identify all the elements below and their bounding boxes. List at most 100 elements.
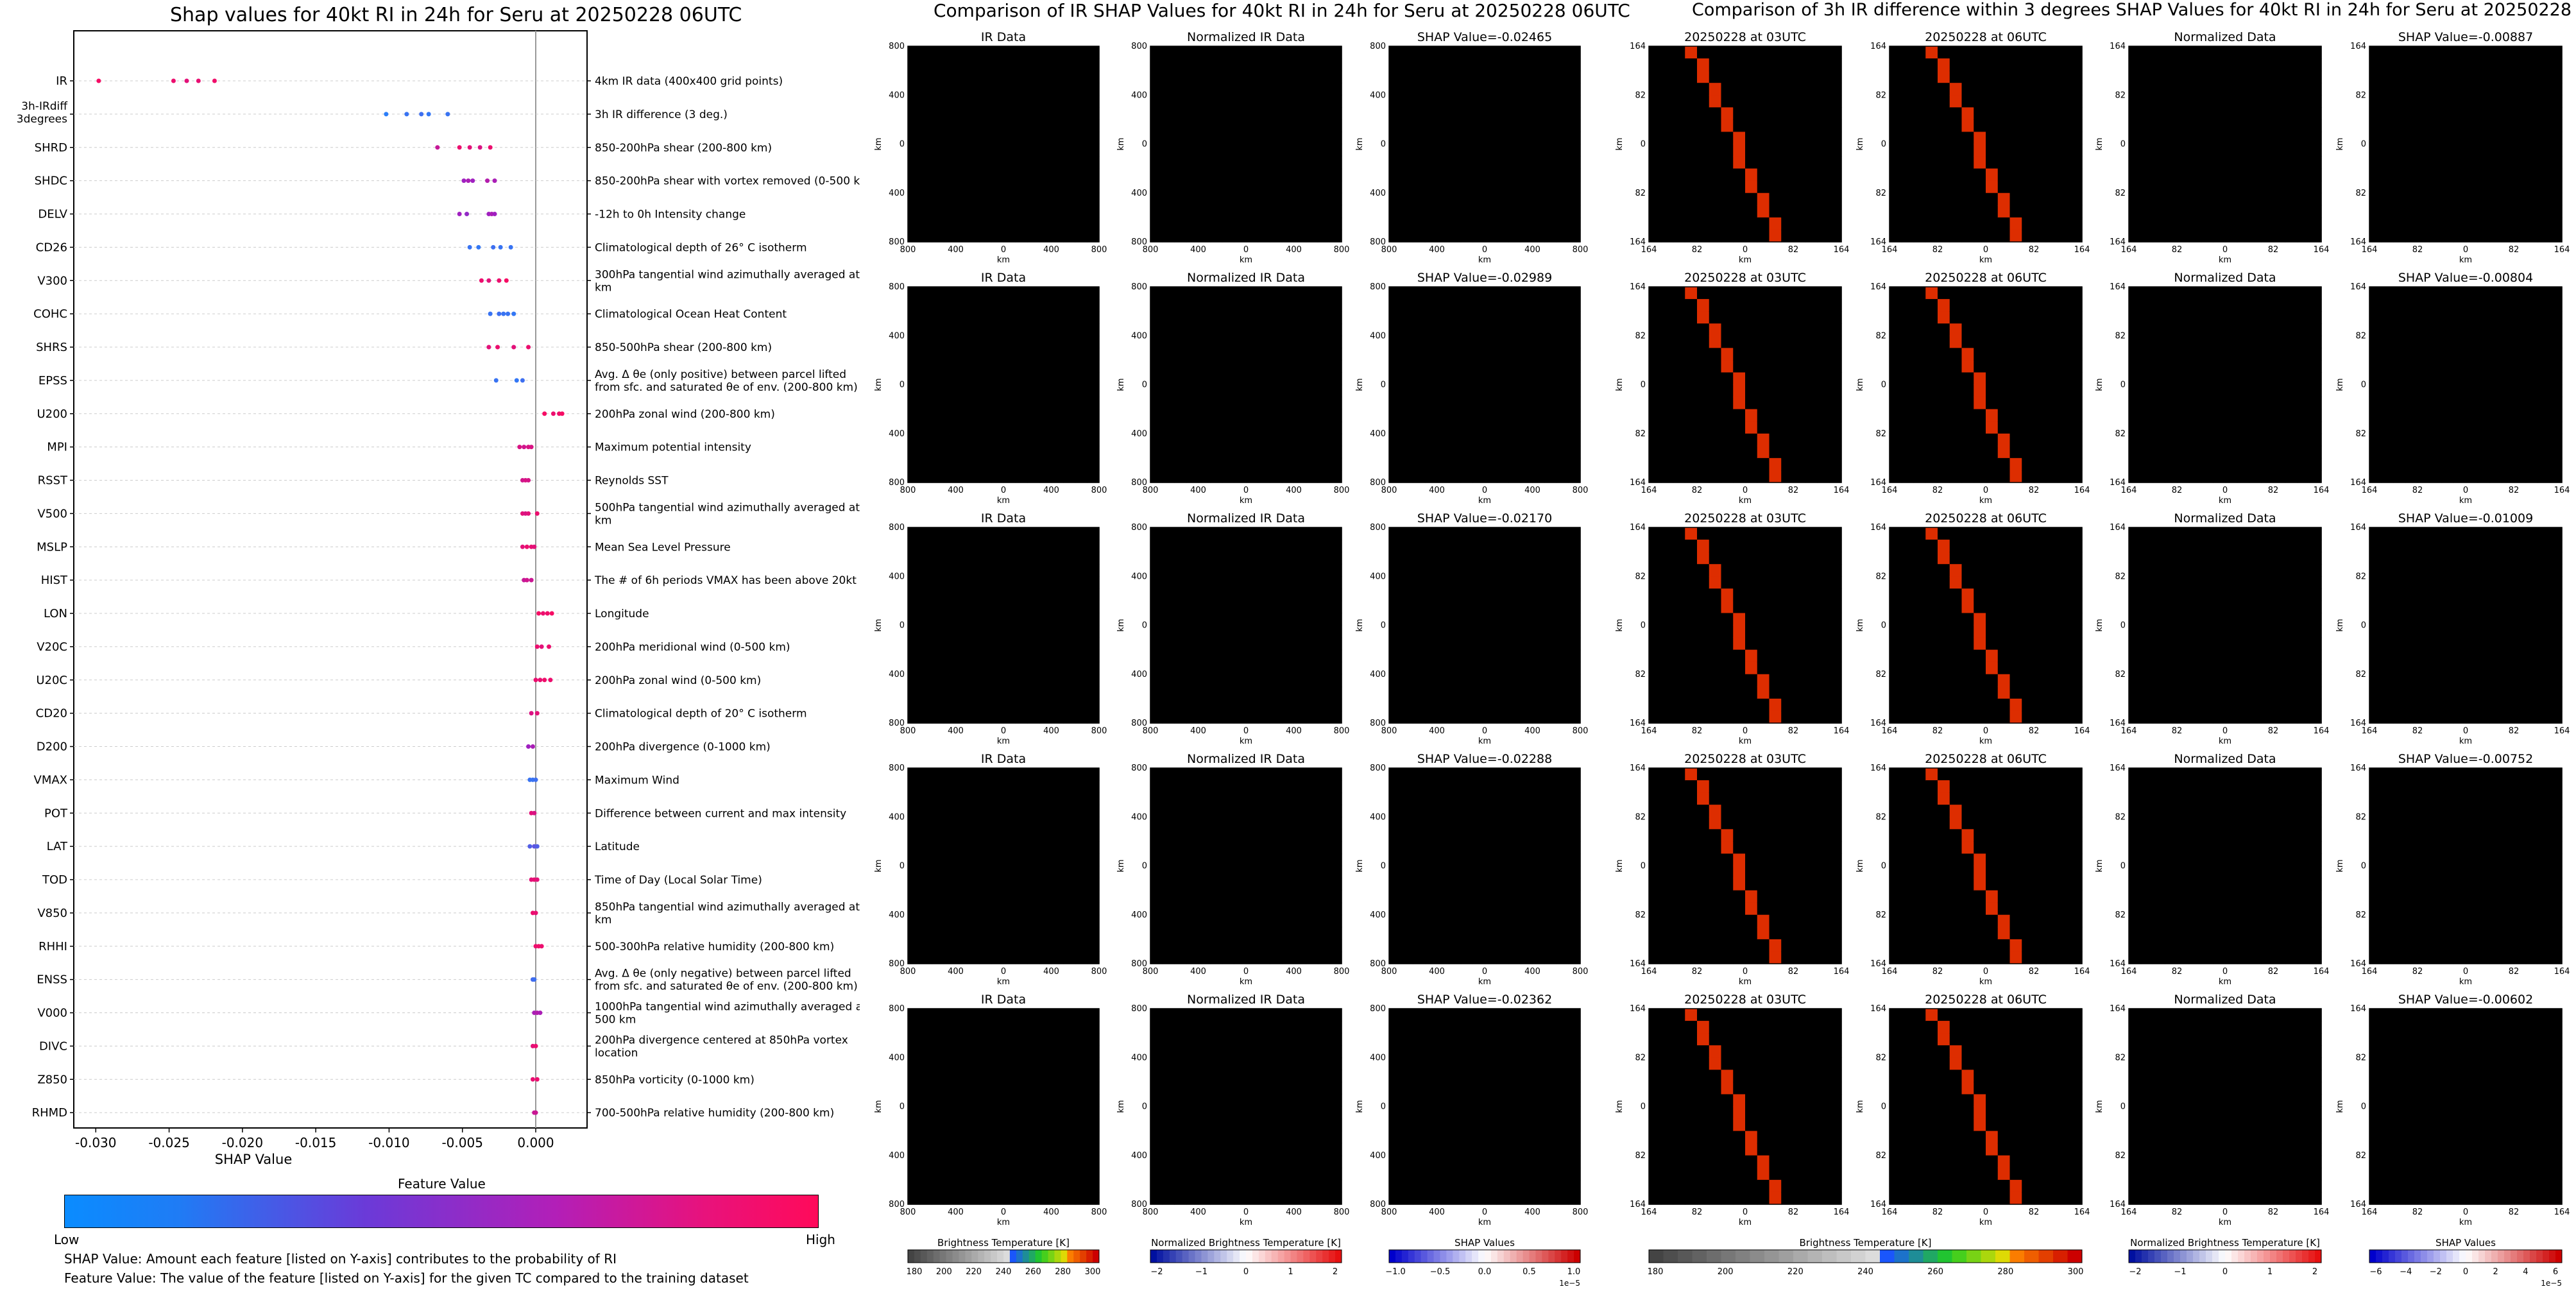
heatmap-cell [1198, 1057, 1211, 1070]
heatmap-cell [1234, 95, 1247, 108]
heatmap-cell [1485, 1070, 1497, 1082]
heatmap-cell [1246, 287, 1259, 300]
heatmap-cell [1281, 1191, 1295, 1205]
heatmap-cell [1568, 323, 1581, 336]
heatmap-cell [1051, 287, 1064, 300]
heatmap-cell [1649, 156, 1662, 169]
heatmap-cell [1769, 205, 1782, 218]
heatmap-cell [1413, 299, 1426, 312]
heatmap-cell [1186, 527, 1199, 540]
heatmap-cell [1721, 132, 1734, 145]
colorbar-frame [1150, 1249, 1342, 1263]
heatmap-cell [1293, 180, 1306, 194]
heatmap-cell [1210, 890, 1223, 903]
heatmap-cell [1063, 433, 1076, 447]
heatmap-cell [1198, 817, 1211, 830]
x-axis-label: km [1478, 496, 1491, 506]
heatmap-cell [1258, 890, 1270, 903]
heatmap-cell [1496, 323, 1509, 336]
heatmap-cell [1568, 433, 1581, 447]
heatmap-cell [1063, 564, 1076, 577]
heatmap-cell [1568, 421, 1581, 434]
heatmap-cell [1258, 625, 1270, 638]
heatmap-cell [1401, 686, 1413, 699]
y-axis-label: km [874, 1100, 883, 1113]
heatmap-cell [1270, 421, 1283, 434]
heatmap-cell [908, 686, 921, 699]
heatmap-cell [919, 83, 932, 96]
heatmap-cell [1015, 817, 1028, 830]
heatmap-cell [1472, 372, 1485, 386]
heatmap-cell [1496, 1155, 1509, 1168]
heatmap-cell [1186, 95, 1199, 108]
heatmap-cell [1496, 829, 1509, 842]
heatmap-cell [1424, 192, 1438, 206]
heatmap-cell [1027, 601, 1040, 614]
heatmap-cell [1186, 637, 1199, 651]
heatmap-cell [1051, 83, 1064, 96]
heatmap-cell [1757, 132, 1770, 145]
heatmap-cell [1805, 229, 1818, 243]
heatmap-cell [1015, 540, 1028, 552]
heatmap-cell [1281, 433, 1295, 447]
heatmap-cell [1210, 1021, 1223, 1034]
heatmap-cell [1162, 168, 1175, 182]
heatmap-cell [1162, 768, 1175, 781]
heatmap-cell [1063, 445, 1076, 459]
plot-frame [73, 30, 588, 1129]
heatmap-cell [1913, 58, 1926, 71]
heatmap-cell [1460, 1082, 1473, 1095]
heatmap-cell [1460, 1045, 1473, 1058]
heatmap-cell [1460, 119, 1473, 133]
heatmap-cell [1974, 46, 1986, 59]
heatmap-cell [1401, 805, 1413, 817]
heatmap-cell [1472, 540, 1485, 552]
heatmap-cell [1472, 180, 1485, 194]
heatmap-cell [1485, 914, 1497, 928]
heatmap-cell [955, 1167, 968, 1181]
heatmap-cell [1162, 1033, 1175, 1046]
heatmap-cell [1186, 780, 1199, 793]
heatmap-cell [1087, 299, 1100, 312]
heatmap-cell [1449, 421, 1462, 434]
heatmap-cell [1685, 58, 1698, 71]
heatmap-cell [979, 348, 992, 361]
heatmap-cell [1472, 914, 1485, 928]
heatmap-cell [1198, 421, 1211, 434]
heatmap-cell [1317, 926, 1330, 940]
heatmap-cell [1769, 83, 1782, 96]
heatmap-cell [1317, 336, 1330, 348]
heatmap-cell [1496, 348, 1509, 361]
heatmap-cell [2022, 119, 2034, 133]
heatmap-cell [1087, 613, 1100, 626]
heatmap-cell [1039, 1167, 1052, 1181]
heatmap-cell [1424, 817, 1438, 830]
heatmap-cell [1150, 119, 1163, 133]
heatmap-cell [932, 792, 944, 805]
heatmap-cell [1460, 698, 1473, 712]
heatmap-cell [1246, 552, 1259, 565]
heatmap-cell [1997, 144, 2011, 157]
heatmap-cell [1174, 180, 1187, 194]
colorbar-segment [1150, 1250, 1157, 1263]
heatmap-cell [919, 229, 932, 243]
heatmap-cell [1329, 527, 1342, 540]
heatmap-cell [1150, 1155, 1163, 1168]
heatmap-cell [1281, 397, 1295, 410]
heatmap-cell [919, 698, 932, 712]
heatmap-cell [908, 951, 921, 964]
heatmap-cell [1485, 662, 1497, 675]
heatmap-cell [1460, 192, 1473, 206]
heatmap-cell [1027, 1167, 1040, 1181]
heatmap-cell [1401, 229, 1413, 243]
colorbar-tick-label: −1 [1195, 1267, 1207, 1277]
heatmap-cell [1039, 1191, 1052, 1205]
heatmap-cell [1520, 588, 1533, 601]
feature-description-label: Mean Sea Level Pressure [595, 541, 731, 554]
heatmap-cell [2045, 144, 2059, 157]
heatmap-cell [1520, 576, 1533, 589]
heatmap-cell [1673, 71, 1685, 83]
heatmap-cell [1413, 457, 1426, 471]
shap-point [524, 544, 529, 549]
heatmap-cell [1162, 1009, 1175, 1021]
